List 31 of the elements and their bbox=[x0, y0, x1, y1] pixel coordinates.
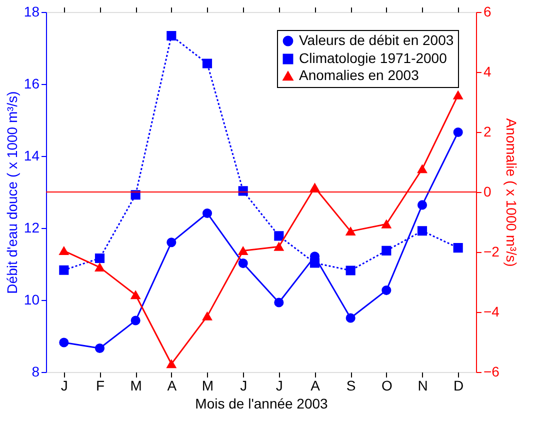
y2-tick-label: 0 bbox=[484, 184, 492, 200]
x-tick-label: A bbox=[310, 378, 321, 394]
x-tick-label: S bbox=[346, 378, 356, 394]
x-tick-label: N bbox=[418, 378, 428, 394]
y2-axis-title: Anomalie ( x 1000 m³/s) bbox=[503, 118, 520, 267]
x-axis-title: Mois de l'année 2003 bbox=[195, 396, 328, 412]
y-tick-label: 18 bbox=[24, 4, 40, 20]
y2-tick-label: −2 bbox=[484, 244, 500, 260]
x-tick-label: M bbox=[202, 378, 214, 394]
y-tick-label: 12 bbox=[24, 220, 40, 236]
x-tick-label: O bbox=[381, 378, 392, 394]
x-tick-label: F bbox=[96, 378, 105, 394]
x-tick-label: M bbox=[130, 378, 142, 394]
x-tick-label: J bbox=[276, 378, 283, 394]
y-tick-label: 14 bbox=[24, 148, 40, 164]
y2-tick-label: 6 bbox=[484, 4, 492, 20]
x-tick-label: J bbox=[60, 378, 68, 394]
y2-tick-label: 4 bbox=[484, 64, 492, 80]
x-tick-label: A bbox=[167, 378, 178, 394]
legend-label: Climatologie 1971-2000 bbox=[299, 50, 448, 66]
y-axis-title: Débit d'eau douce ( x 1000 m³/s) bbox=[4, 91, 20, 294]
legend-label: Anomalies en 2003 bbox=[299, 67, 420, 83]
x-tick-label: D bbox=[454, 378, 464, 394]
y2-tick-label: −6 bbox=[484, 364, 500, 380]
y-tick-label: 10 bbox=[24, 292, 40, 308]
y-tick-label: 8 bbox=[32, 364, 40, 380]
y2-tick-label: −4 bbox=[484, 304, 500, 320]
x-tick-label: J bbox=[240, 378, 248, 394]
y2-tick-label: 2 bbox=[484, 124, 492, 140]
legend-label: Valeurs de débit en 2003 bbox=[299, 32, 454, 48]
y-tick-label: 16 bbox=[24, 76, 40, 92]
